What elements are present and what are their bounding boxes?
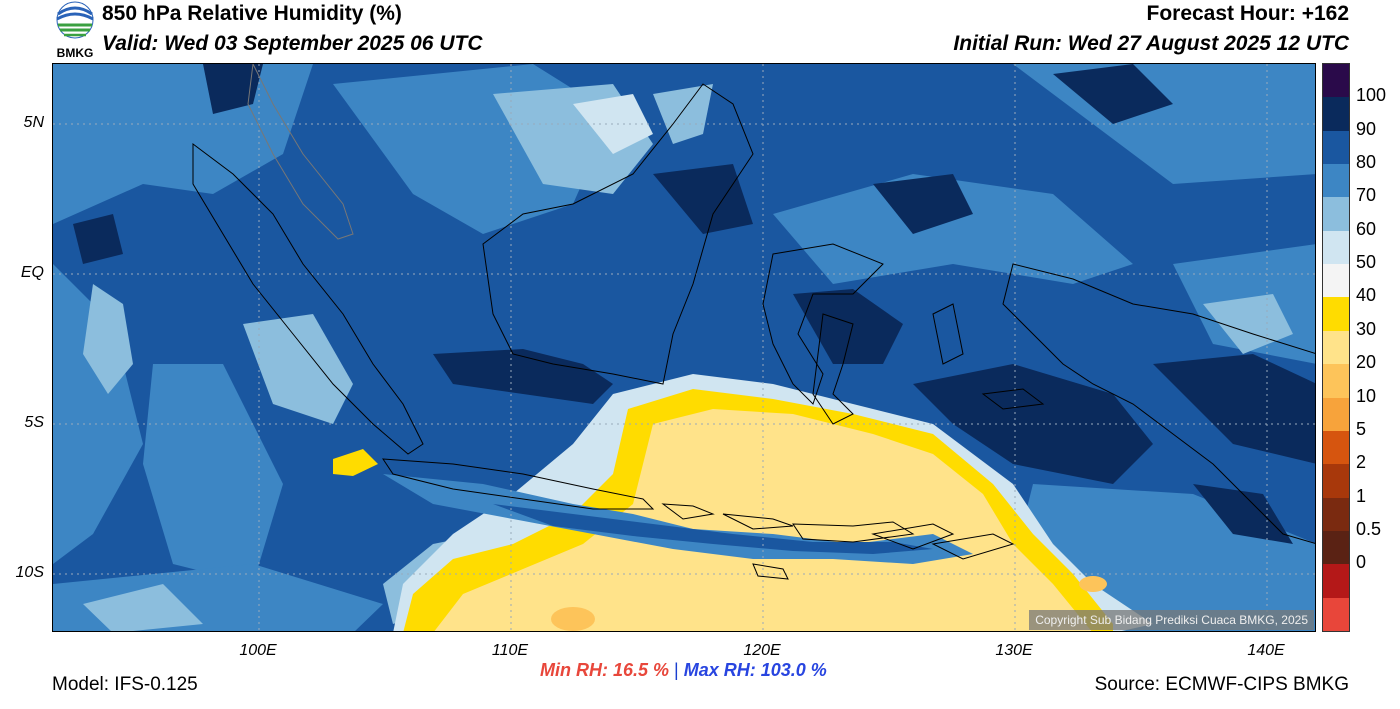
valid-time: Valid: Wed 03 September 2025 06 UTC xyxy=(102,32,483,55)
colorbar-label: 50 xyxy=(1356,252,1377,273)
lon-label-110e: 110E xyxy=(491,642,529,659)
lat-label-5s: 5S xyxy=(24,414,44,431)
colorbar-segment xyxy=(1323,164,1349,198)
lat-label-5n: 5N xyxy=(23,114,44,131)
colorbar-segment xyxy=(1323,97,1349,132)
max-rh: Max RH: 103.0 % xyxy=(683,660,827,680)
initial-run: Initial Run: Wed 27 August 2025 12 UTC xyxy=(953,32,1349,55)
colorbar xyxy=(1322,63,1350,632)
colorbar-label: 1 xyxy=(1356,485,1367,506)
colorbar-label: 100 xyxy=(1356,85,1387,106)
colorbar-segment xyxy=(1323,564,1349,599)
source-label: Source: ECMWF-CIPS BMKG xyxy=(1094,674,1349,695)
colorbar-label: 0 xyxy=(1356,552,1367,573)
colorbar-segment xyxy=(1323,597,1349,632)
colorbar-label: 0.5 xyxy=(1356,518,1382,539)
colorbar-label: 80 xyxy=(1356,152,1377,173)
colorbar-segment xyxy=(1323,330,1349,365)
colorbar-label: 20 xyxy=(1356,352,1377,373)
coastlines xyxy=(192,64,1315,580)
colorbar-segment xyxy=(1323,230,1349,265)
min-rh: Min RH: 16.5 % xyxy=(540,660,670,680)
bmkg-logo: BMKG xyxy=(52,0,98,60)
copyright-notice: Copyright Sub Bidang Prediksi Cuaca BMKG… xyxy=(1029,610,1314,630)
rh-stats: Min RH: 16.5 % | Max RH: 103.0 % xyxy=(540,660,827,681)
colorbar-label: 90 xyxy=(1356,118,1377,139)
colorbar-segment xyxy=(1323,197,1349,232)
colorbar-segment xyxy=(1323,264,1349,298)
stats-separator: | xyxy=(674,660,679,680)
model-label: Model: IFS-0.125 xyxy=(52,674,198,695)
forecast-hour: Forecast Hour: +162 xyxy=(1146,2,1350,25)
lon-label-100e: 100E xyxy=(239,642,277,659)
humidity-map xyxy=(52,63,1316,632)
map-canvas xyxy=(53,64,1315,631)
colorbar-label: 40 xyxy=(1356,285,1377,306)
java-core-band xyxy=(493,504,933,554)
colorbar-label: 5 xyxy=(1356,418,1367,439)
colorbar-segment xyxy=(1323,430,1349,465)
rh-90-100-regions xyxy=(73,64,1315,544)
colorbar-segment xyxy=(1323,497,1349,532)
colorbar-segment xyxy=(1323,397,1349,432)
colorbar-label: 10 xyxy=(1356,385,1377,406)
colorbar-segment xyxy=(1323,130,1349,165)
colorbar-segment xyxy=(1323,464,1349,499)
colorbar-label: 70 xyxy=(1356,185,1377,206)
lon-label-140e: 140E xyxy=(1247,642,1285,659)
rh-10-20-regions xyxy=(551,576,1107,631)
colorbar-label: 30 xyxy=(1356,318,1377,339)
colorbar-segment xyxy=(1323,364,1349,399)
colorbar-segment xyxy=(1323,64,1349,98)
lat-label-eq: EQ xyxy=(20,264,44,281)
chart-title: 850 hPa Relative Humidity (%) xyxy=(102,2,402,25)
colorbar-segment xyxy=(1323,530,1349,565)
colorbar-segment xyxy=(1323,297,1349,332)
logo-text: BMKG xyxy=(57,46,94,60)
colorbar-label: 2 xyxy=(1356,452,1367,473)
lon-label-120e: 120E xyxy=(743,642,781,659)
colorbar-label: 60 xyxy=(1356,218,1377,239)
lat-label-10s: 10S xyxy=(15,564,44,581)
java-rain-band xyxy=(383,474,973,564)
lon-label-130e: 130E xyxy=(995,642,1033,659)
grid-lines xyxy=(53,64,1315,631)
